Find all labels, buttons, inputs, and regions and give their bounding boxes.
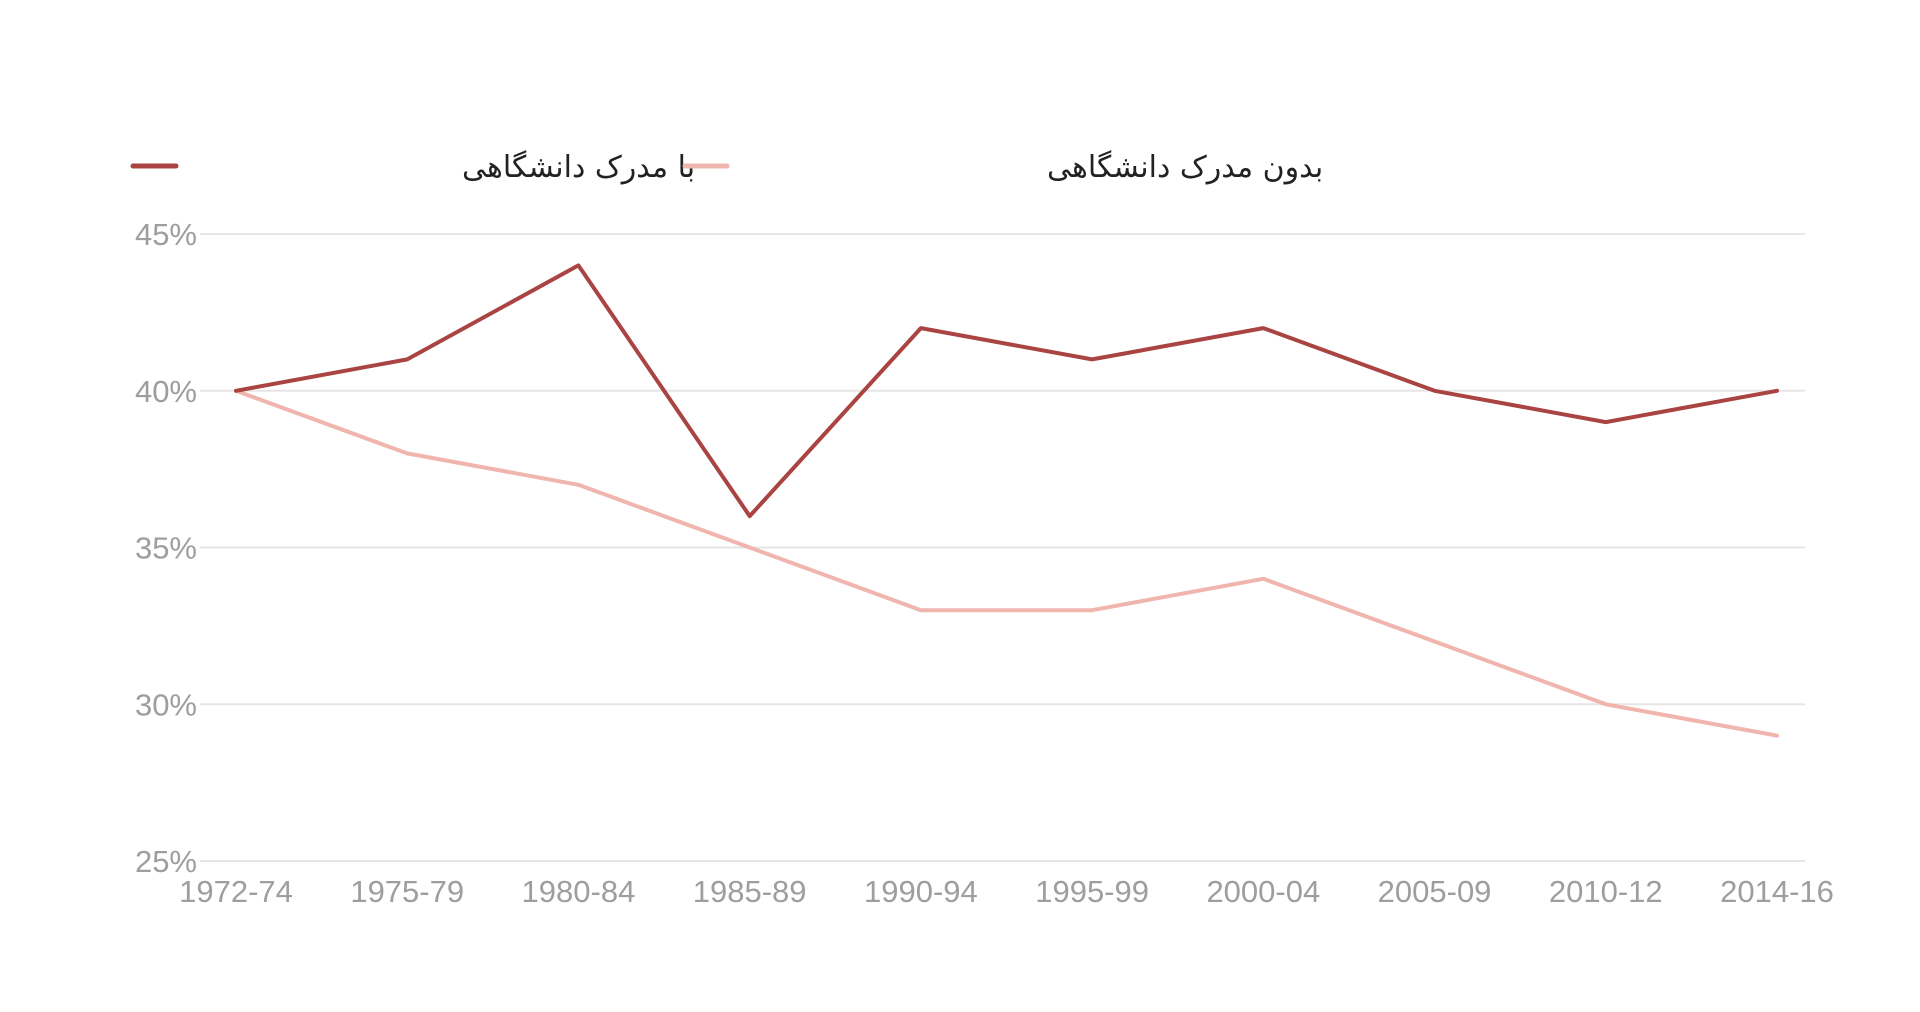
x-tick-label: 1972-74 [179,874,293,909]
x-tick-label: 2014-16 [1720,874,1834,909]
y-axis-tick-labels: 45% 40% 35% 30% 25% [135,217,197,879]
y-tick-label: 40% [135,374,197,409]
x-tick-label: 1985-89 [693,874,807,909]
legend: با مدرک دانشگاهی بدون مدرک دانشگاهی [130,150,1323,185]
series-line-with-degree [234,263,1779,519]
series-lines [234,263,1779,738]
x-tick-label: 2010-12 [1549,874,1663,909]
legend-label-with-degree: با مدرک دانشگاهی [462,150,695,185]
x-tick-label: 1990-94 [864,874,978,909]
y-tick-label: 30% [135,687,197,722]
x-tick-label: 1980-84 [522,874,636,909]
x-tick-label: 2005-09 [1378,874,1492,909]
x-axis-tick-labels: 1972-74 1975-79 1980-84 1985-89 1990-94 1995-… [179,874,1834,909]
x-tick-label: 1995-99 [1035,874,1149,909]
y-tick-label: 35% [135,531,197,566]
series-line-without-degree [234,388,1779,738]
y-tick-label: 25% [135,844,197,879]
gridlines [200,233,1805,862]
x-tick-label: 2000-04 [1206,874,1320,909]
legend-label-without-degree: بدون مدرک دانشگاهی [1047,150,1323,185]
y-tick-label: 45% [135,217,197,252]
x-tick-label: 1975-79 [350,874,464,909]
